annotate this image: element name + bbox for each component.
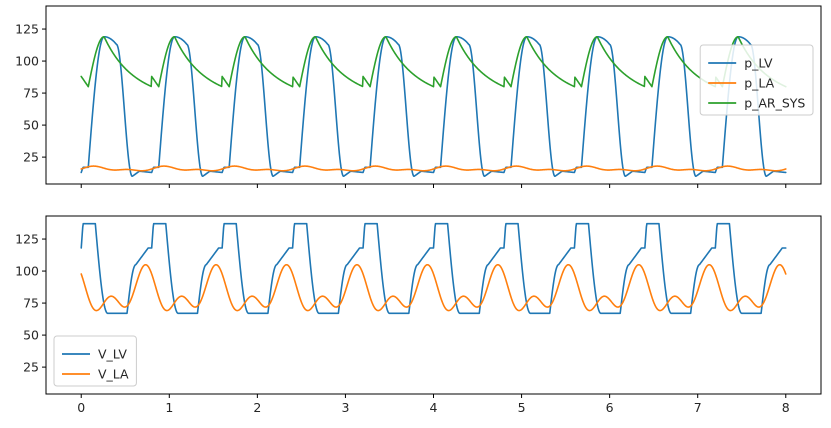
legend-label: V_LA [98, 367, 129, 382]
x-tick-label: 4 [430, 400, 438, 415]
series-line-p-ar-sys [80, 35, 787, 88]
legend-label: V_LV [98, 347, 127, 362]
y-tick-label: 100 [15, 264, 39, 279]
x-tick-label: 7 [694, 400, 702, 415]
legend: p_LV p_LA p_AR_SYS [699, 44, 814, 116]
legend: V_LV V_LA [53, 335, 137, 387]
y-tick-label: 25 [23, 150, 39, 165]
y-tick-label: 50 [23, 118, 39, 133]
x-tick-label: 1 [165, 400, 173, 415]
chart-panel-2: 0 1 2 3 4 5 6 7 8 25 50 75 100 125 V_LV V_LA [15, 215, 822, 415]
y-tick-label: 100 [15, 54, 39, 69]
y-tick-label: 50 [23, 328, 39, 343]
series-line-v-lv [80, 222, 787, 315]
x-tick-label: 0 [77, 400, 85, 415]
x-tick-label: 2 [253, 400, 261, 415]
x-tick-label: 5 [518, 400, 526, 415]
y-tick-label: 25 [23, 360, 39, 375]
y-tick-label: 125 [15, 22, 39, 37]
x-tick-label: 8 [782, 400, 790, 415]
legend-label: p_AR_SYS [744, 96, 805, 111]
series-line-p-la [80, 165, 787, 172]
chart-panel-1: 25 50 75 100 125 p_LV p_LA p_AR_SYS [15, 5, 822, 188]
legend-label: p_LV [744, 56, 773, 71]
y-tick-label: 125 [15, 232, 39, 247]
legend-label: p_LA [744, 76, 774, 91]
series-line-v-la [80, 263, 787, 312]
x-tick-label: 6 [606, 400, 614, 415]
x-tick-label: 3 [341, 400, 349, 415]
y-tick-label: 75 [23, 296, 39, 311]
y-tick-label: 75 [23, 86, 39, 101]
